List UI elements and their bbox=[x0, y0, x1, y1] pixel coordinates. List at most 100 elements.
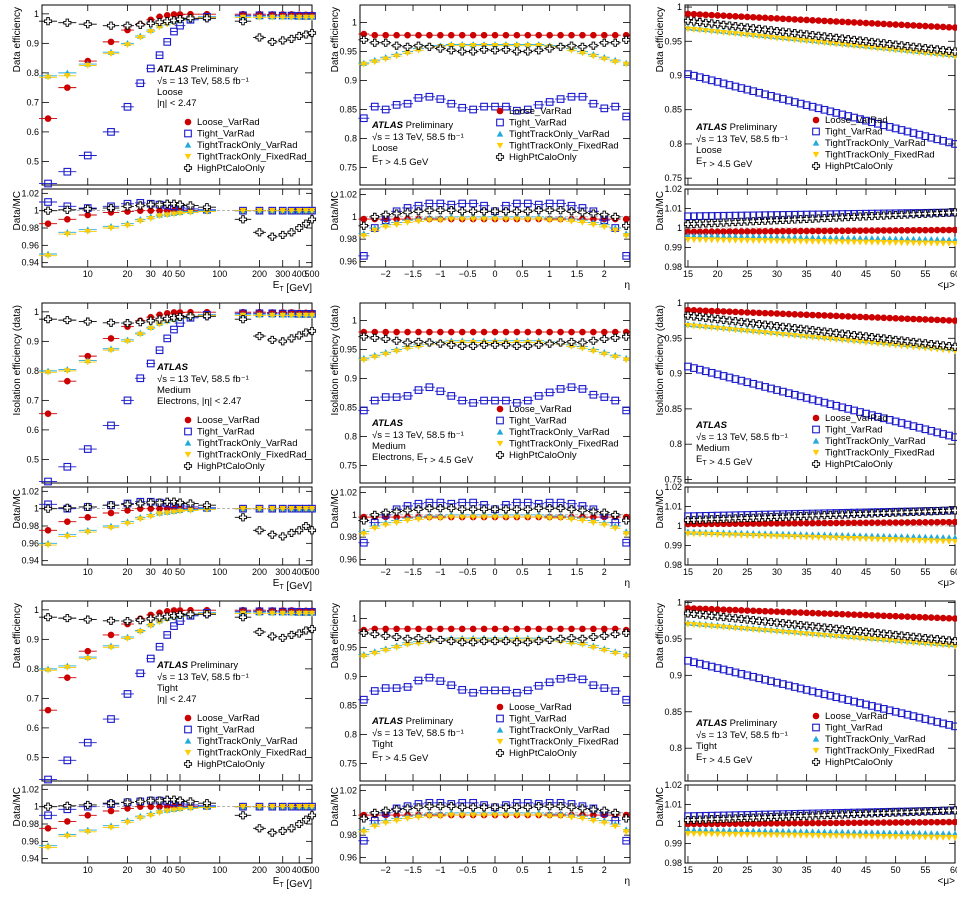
data-point bbox=[382, 647, 389, 654]
data-point bbox=[879, 705, 888, 713]
x-tick-label: 60 bbox=[950, 865, 957, 875]
ratio-point bbox=[833, 234, 840, 241]
data-point bbox=[83, 738, 92, 747]
ratio-point bbox=[910, 519, 917, 526]
ratio-point bbox=[778, 512, 787, 521]
ratio-point bbox=[916, 819, 923, 826]
data-point bbox=[404, 625, 411, 633]
ratio-tick-label: 1.02 bbox=[664, 184, 682, 194]
series-TightTrackOnly_FixedRad bbox=[39, 14, 316, 260]
ratio-point bbox=[821, 819, 828, 827]
ratio-tick-label: 0.99 bbox=[664, 541, 682, 551]
ratio-point bbox=[785, 819, 793, 827]
data-point bbox=[622, 628, 631, 637]
ratio-point bbox=[945, 538, 953, 545]
data-point bbox=[163, 17, 172, 26]
ratio-point bbox=[922, 830, 929, 836]
data-point bbox=[534, 392, 543, 400]
data-point bbox=[170, 27, 178, 36]
ratio-point bbox=[622, 215, 630, 223]
data-point bbox=[850, 406, 858, 415]
data-point bbox=[773, 608, 781, 615]
ratio-point bbox=[910, 240, 917, 247]
ratio-axis-label: Data/MC bbox=[330, 489, 341, 528]
ratio-tick-label: 1 bbox=[677, 521, 682, 531]
legend-marker bbox=[184, 749, 192, 756]
data-point bbox=[945, 721, 953, 729]
ratio-point bbox=[695, 212, 704, 220]
data-point bbox=[915, 338, 924, 347]
data-point bbox=[803, 311, 810, 319]
data-point bbox=[772, 26, 782, 36]
ratio-point bbox=[702, 531, 710, 538]
ratio-point bbox=[501, 207, 510, 216]
data-point bbox=[815, 311, 822, 319]
data-point bbox=[731, 375, 740, 383]
data-point bbox=[44, 179, 52, 188]
ratio-point bbox=[163, 199, 172, 208]
ratio-point bbox=[821, 833, 828, 840]
ratio-point bbox=[601, 522, 608, 529]
data-point bbox=[307, 28, 317, 38]
data-point bbox=[425, 634, 434, 643]
data-point bbox=[921, 44, 930, 53]
data-point bbox=[892, 21, 899, 28]
ratio-point bbox=[578, 804, 587, 813]
data-point bbox=[287, 630, 296, 639]
data-point bbox=[761, 675, 769, 684]
data-point bbox=[611, 650, 619, 657]
data-point bbox=[535, 31, 543, 39]
ratio-point bbox=[238, 513, 248, 522]
ratio-point bbox=[838, 239, 846, 246]
ratio-point bbox=[720, 237, 727, 244]
ratio-point bbox=[803, 828, 810, 835]
legend-marker bbox=[495, 450, 505, 460]
data-point bbox=[761, 25, 770, 34]
ratio-point bbox=[922, 519, 929, 526]
data-point bbox=[945, 46, 954, 55]
data-point bbox=[892, 342, 899, 349]
data-point bbox=[393, 644, 400, 651]
data-point bbox=[415, 31, 422, 39]
ratio-point bbox=[820, 214, 829, 223]
ratio-point bbox=[755, 238, 763, 245]
data-point bbox=[785, 629, 793, 636]
data-point bbox=[186, 610, 195, 619]
data-point bbox=[856, 36, 865, 45]
ratio-point bbox=[696, 831, 704, 838]
ratio-point bbox=[850, 833, 858, 840]
data-point bbox=[600, 38, 609, 47]
y-tick-label: 1 bbox=[677, 298, 682, 308]
data-point bbox=[278, 36, 287, 45]
data-point bbox=[767, 91, 775, 100]
ratio-point bbox=[809, 234, 816, 241]
ratio-point bbox=[779, 832, 787, 839]
data-point bbox=[546, 328, 553, 336]
ratio-point bbox=[910, 226, 917, 234]
data-point bbox=[579, 50, 586, 57]
data-point bbox=[856, 115, 864, 123]
ratio-point bbox=[124, 222, 131, 229]
data-point bbox=[713, 20, 722, 29]
data-point bbox=[701, 74, 710, 83]
data-point bbox=[797, 37, 805, 44]
legend-entry: Tight_VarRad bbox=[509, 714, 567, 725]
ratio-point bbox=[278, 826, 287, 835]
data-point bbox=[513, 625, 521, 633]
ratio-point bbox=[163, 795, 172, 804]
data-point bbox=[909, 129, 918, 137]
ratio-point bbox=[827, 227, 834, 235]
data-point bbox=[850, 313, 858, 320]
ratio-point bbox=[737, 217, 746, 226]
data-point bbox=[202, 312, 212, 321]
x-tick-label: 30 bbox=[772, 269, 782, 279]
ratio-tick-label: 1 bbox=[34, 504, 39, 514]
data-point bbox=[689, 17, 698, 26]
data-point bbox=[287, 334, 296, 343]
ratio-point bbox=[156, 207, 163, 214]
data-point bbox=[458, 341, 467, 351]
ratio-point bbox=[556, 206, 565, 215]
ratio-point bbox=[903, 508, 912, 517]
legend-marker bbox=[812, 414, 820, 422]
ratio-point bbox=[696, 531, 704, 538]
